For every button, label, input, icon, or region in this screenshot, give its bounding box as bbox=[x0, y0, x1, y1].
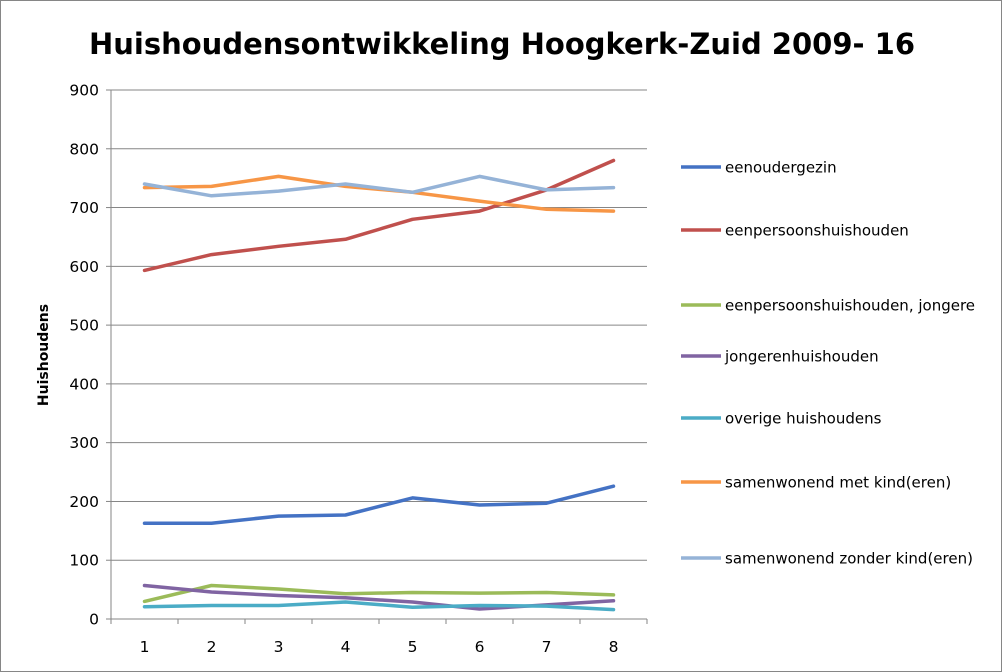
y-tick-label: 0 bbox=[89, 611, 99, 629]
series-line bbox=[142, 484, 616, 525]
y-tick-label: 300 bbox=[69, 434, 99, 452]
legend-label: samenwonend zonder kind(eren) bbox=[725, 550, 973, 568]
y-tick-label: 900 bbox=[69, 82, 99, 100]
legend-label: overige huishoudens bbox=[725, 410, 882, 428]
legend-label: eenoudergezin bbox=[725, 159, 837, 177]
chart-title: Huishoudensontwikkeling Hoogkerk-Zuid 20… bbox=[89, 27, 915, 61]
y-tick-label: 700 bbox=[69, 199, 99, 217]
legend-label: samenwonend met kind(eren) bbox=[725, 474, 951, 492]
x-tick-label: 3 bbox=[274, 638, 284, 656]
axes: 0 100 200 300 400 500 600 700 800 900 1 2 3 4 5 6 7 8 bbox=[69, 82, 648, 656]
legend-label: eenpersoonshuishouden bbox=[725, 222, 909, 240]
x-tick-label: 5 bbox=[408, 638, 418, 656]
legend-label: eenpersoonshuishouden, jongere bbox=[725, 297, 975, 315]
series-line bbox=[142, 600, 616, 612]
x-tick-label: 6 bbox=[475, 638, 485, 656]
series-line bbox=[142, 174, 616, 213]
x-tick-label: 8 bbox=[609, 638, 619, 656]
series-lines bbox=[142, 158, 616, 612]
y-tick-label: 200 bbox=[69, 493, 99, 511]
legend: eenoudergezin eenpersoonshuishouden eenper… bbox=[681, 159, 975, 568]
gridlines bbox=[111, 89, 647, 561]
y-axis-label: Huishoudens bbox=[36, 304, 52, 406]
y-tick-label: 400 bbox=[69, 375, 99, 393]
series-line bbox=[142, 583, 616, 604]
y-tick-label: 100 bbox=[69, 552, 99, 570]
x-tick-label: 1 bbox=[140, 638, 150, 656]
legend-label: jongerenhuishouden bbox=[724, 348, 879, 366]
x-tick-label: 4 bbox=[341, 638, 351, 656]
y-tick-label: 600 bbox=[69, 258, 99, 276]
y-tick-label: 800 bbox=[69, 140, 99, 158]
series-line bbox=[142, 174, 616, 198]
x-tick-label: 2 bbox=[207, 638, 217, 656]
x-tick-label: 7 bbox=[542, 638, 552, 656]
series-line bbox=[142, 158, 616, 273]
y-tick-label: 500 bbox=[69, 317, 99, 335]
